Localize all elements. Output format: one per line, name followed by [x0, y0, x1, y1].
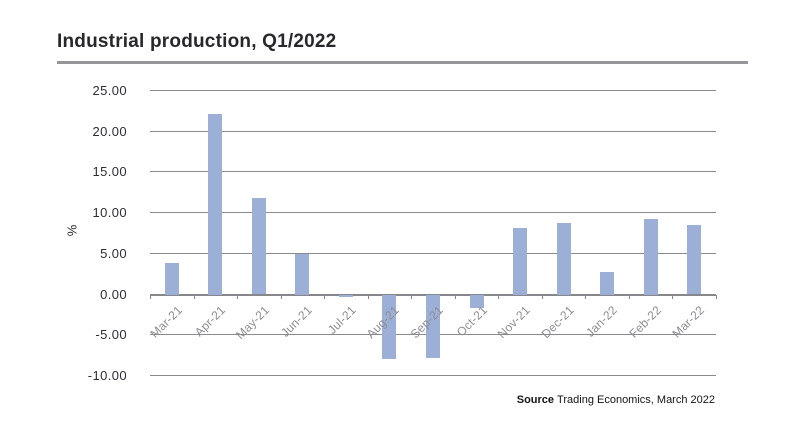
title-divider: [57, 61, 748, 64]
y-tick-label: 20.00: [92, 124, 127, 139]
bar-Apr-21: [208, 114, 222, 295]
y-axis-title: %: [64, 224, 80, 237]
x-axis-tick: [194, 295, 195, 299]
y-tick-label: 0.00: [100, 287, 127, 302]
bar-Sep-21: [426, 295, 440, 358]
x-axis-tick: [716, 295, 717, 299]
x-axis-tick: [455, 295, 456, 299]
gridline: [150, 212, 716, 213]
bar-Jan-22: [600, 272, 614, 295]
x-axis-tick: [368, 295, 369, 299]
gridline: [150, 375, 716, 376]
x-axis-tick: [324, 295, 325, 299]
bar-Aug-21: [382, 295, 396, 359]
x-axis-tick: [150, 295, 151, 299]
x-axis-tick: [237, 295, 238, 299]
bar-Jul-21: [339, 295, 353, 297]
source-label: Source: [516, 394, 555, 406]
gridline: [150, 131, 716, 132]
bar-May-21: [252, 198, 266, 294]
y-tick-label: 10.00: [92, 205, 127, 220]
gridline: [150, 90, 716, 91]
y-tick-label: 15.00: [92, 164, 127, 179]
y-tick-label: 25.00: [92, 83, 127, 98]
x-axis-tick: [281, 295, 282, 299]
x-axis-tick: [498, 295, 499, 299]
gridline: [150, 253, 716, 254]
bar-Nov-21: [513, 228, 527, 295]
source-text: Trading Economics, March 2022: [557, 394, 715, 406]
bar-Oct-21: [470, 295, 484, 308]
plot-area: [150, 90, 717, 376]
x-axis-tick: [585, 295, 586, 299]
source-note: Source Trading Economics, March 2022: [517, 394, 715, 406]
x-axis-tick: [629, 295, 630, 299]
bar-Jun-21: [295, 254, 309, 295]
page-title: Industrial production, Q1/2022: [57, 31, 337, 52]
bar-Feb-22: [644, 219, 658, 295]
bar-Dec-21: [557, 223, 571, 295]
bar-Mar-22: [687, 225, 701, 294]
bar-Mar-21: [165, 263, 179, 295]
x-axis-tick: [542, 295, 543, 299]
x-axis-tick: [672, 295, 673, 299]
x-axis-tick: [411, 295, 412, 299]
gridline: [150, 171, 716, 172]
y-tick-label: 5.00: [100, 246, 127, 261]
y-tick-label: -5.00: [95, 327, 127, 342]
y-tick-label: -10.00: [87, 368, 127, 383]
